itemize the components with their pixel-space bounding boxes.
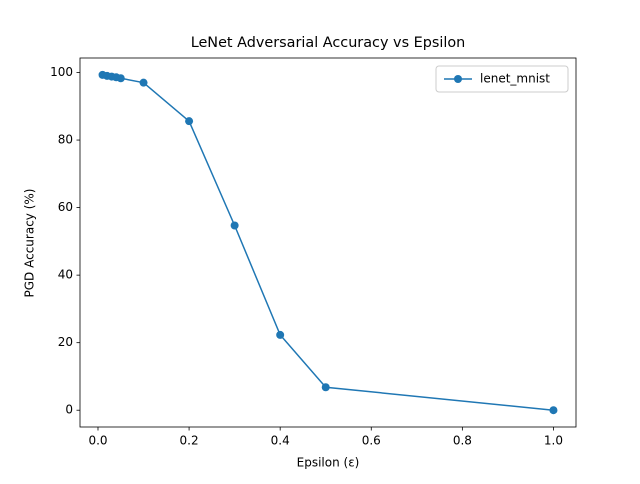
y-tick-label: 40 — [58, 268, 73, 282]
point — [139, 78, 148, 87]
point — [116, 74, 125, 83]
x-axis-label: Epsilon (ε) — [297, 456, 360, 470]
point — [185, 117, 194, 126]
point — [230, 221, 239, 230]
x-tick-label: 0.2 — [180, 434, 199, 448]
y-tick-label: 60 — [58, 200, 73, 214]
legend-marker — [454, 75, 462, 83]
x-tick-label: 0.0 — [88, 434, 107, 448]
y-tick-label: 80 — [58, 133, 73, 147]
x-tick-label: 0.6 — [362, 434, 381, 448]
y-tick-label: 100 — [50, 65, 73, 79]
point — [549, 406, 558, 415]
x-tick-label: 0.8 — [453, 434, 472, 448]
chart-title: LeNet Adversarial Accuracy vs Epsilon — [191, 35, 466, 51]
y-tick-label: 20 — [58, 335, 73, 349]
legend-box — [435, 65, 569, 93]
plot-frame — [79, 57, 577, 428]
y-axis-label: PGD Accuracy (%) — [23, 189, 37, 298]
legend-label: lenet_mnist — [480, 72, 550, 86]
point — [276, 330, 285, 339]
x-tick-label: 0.4 — [271, 434, 290, 448]
y-tick-label: 0 — [65, 403, 73, 417]
x-tick-label: 1.0 — [544, 434, 563, 448]
point — [321, 383, 330, 392]
